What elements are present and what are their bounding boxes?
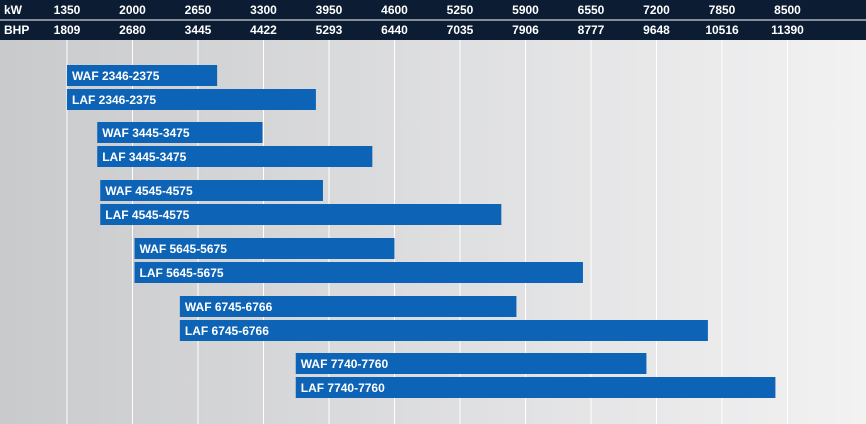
bar xyxy=(134,238,395,259)
tick-label: 7850 xyxy=(709,3,736,17)
bar xyxy=(295,353,647,374)
bar-label: WAF 3445-3475 xyxy=(102,126,190,140)
bar xyxy=(295,377,776,398)
bar-label: WAF 5645-5675 xyxy=(140,242,228,256)
tick-label: 2680 xyxy=(119,23,146,37)
axis-unit-label: kW xyxy=(4,3,23,17)
tick-label: 7906 xyxy=(512,23,539,37)
tick-label: 3445 xyxy=(185,23,212,37)
tick-label: 8500 xyxy=(774,3,801,17)
tick-label: 7035 xyxy=(447,23,474,37)
bars: WAF 2346-2375 LAF 2346-2375 WAF 3445-3475 L… xyxy=(67,65,776,398)
bar xyxy=(67,65,218,86)
tick-label: 4422 xyxy=(250,23,277,37)
tick-label: 6440 xyxy=(381,23,408,37)
tick-label: 3300 xyxy=(250,3,277,17)
bar xyxy=(97,122,263,143)
tick-label: 1350 xyxy=(54,3,81,17)
tick-label: 5900 xyxy=(512,3,539,17)
bar-label: WAF 2346-2375 xyxy=(72,69,160,83)
bar xyxy=(100,180,323,201)
bar xyxy=(179,320,708,341)
tick-label: 5250 xyxy=(447,3,474,17)
bar-label: LAF 6745-6766 xyxy=(185,324,269,338)
axis-header: kW 1350 2000 2650 3300 3950 4600 5250 5900 6550 72… xyxy=(4,3,804,37)
bar-label: LAF 5645-5675 xyxy=(140,266,224,280)
tick-label: 2000 xyxy=(119,3,146,17)
bar-label: LAF 7740-7760 xyxy=(301,381,385,395)
tick-label: 2650 xyxy=(185,3,212,17)
axis-unit-label: BHP xyxy=(4,23,29,37)
bar xyxy=(97,146,373,167)
bar xyxy=(134,262,583,283)
tick-label: 10516 xyxy=(705,23,739,37)
tick-label: 4600 xyxy=(381,3,408,17)
bar-label: WAF 4545-4575 xyxy=(105,184,193,198)
bar xyxy=(179,296,517,317)
tick-label: 8777 xyxy=(578,23,605,37)
tick-label: 5293 xyxy=(316,23,343,37)
tick-label: 1809 xyxy=(54,23,81,37)
bar xyxy=(100,204,502,225)
bar-label: LAF 4545-4575 xyxy=(105,208,189,222)
tick-label: 3950 xyxy=(316,3,343,17)
tick-label: 9648 xyxy=(643,23,670,37)
bar xyxy=(67,89,316,110)
bar-label: LAF 3445-3475 xyxy=(102,150,186,164)
bar-label: WAF 7740-7760 xyxy=(301,357,389,371)
bar-label: WAF 6745-6766 xyxy=(185,300,273,314)
bar-label: LAF 2346-2375 xyxy=(72,93,156,107)
tick-label: 7200 xyxy=(643,3,670,17)
tick-label: 6550 xyxy=(578,3,605,17)
tick-label: 11390 xyxy=(771,23,804,37)
